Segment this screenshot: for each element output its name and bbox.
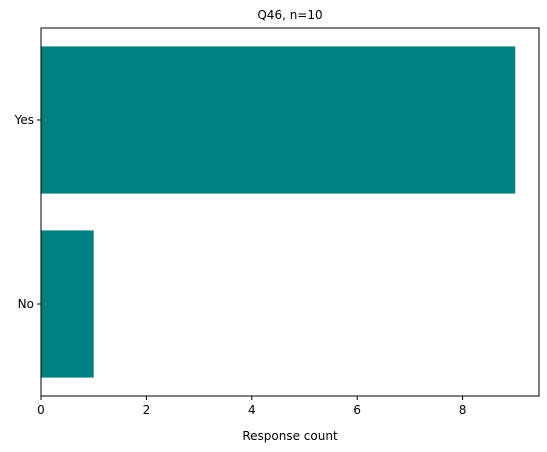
x-tick-label-2: 2 (143, 403, 151, 417)
plot-frame (40, 27, 540, 397)
chart-title: Q46, n=10 (257, 8, 322, 22)
y-tick-label-yes: Yes (14, 113, 34, 127)
x-tick-label-8: 8 (459, 403, 467, 417)
plot-area: Yes No 0 2 4 6 8 (14, 27, 540, 417)
x-tick-label-6: 6 (353, 403, 361, 417)
x-tick-label-4: 4 (248, 403, 256, 417)
y-tick-label-no: No (18, 297, 34, 311)
x-axis-label: Response count (242, 429, 338, 443)
bar-yes (41, 46, 516, 194)
bar-no (41, 230, 94, 378)
x-tick-label-0: 0 (37, 403, 45, 417)
